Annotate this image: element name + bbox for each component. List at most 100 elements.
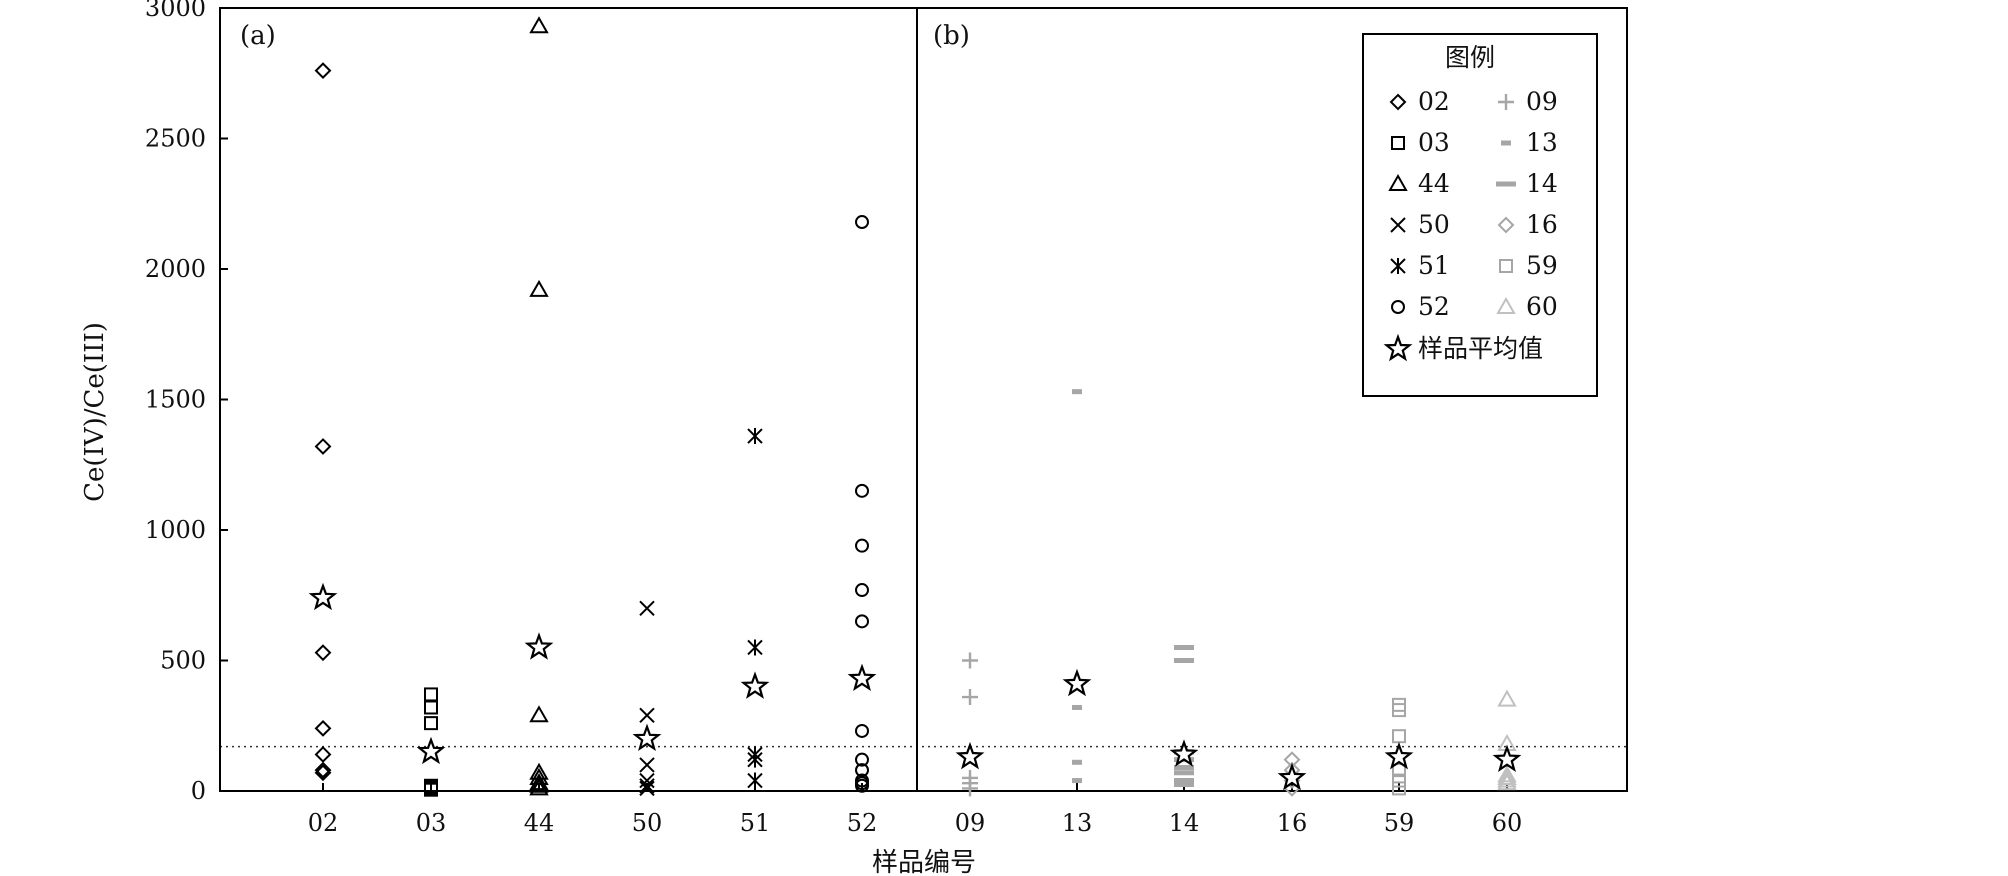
data-point-09 bbox=[962, 780, 978, 797]
x-tick-label: 60 bbox=[1492, 809, 1523, 837]
data-point-50 bbox=[639, 757, 655, 773]
data-point-44 bbox=[529, 767, 549, 785]
legend-items: 02 03 44 50 51 52 样品平均值 09 13 14 16 59 60 bbox=[1383, 87, 1558, 363]
legend-marker bbox=[1388, 173, 1408, 191]
legend-marker bbox=[1499, 259, 1513, 273]
legend-entry-16: 16 bbox=[1497, 210, 1558, 239]
data-point-51 bbox=[747, 772, 763, 789]
data-point-02 bbox=[314, 62, 332, 80]
data-point-44 bbox=[529, 775, 549, 793]
x-tick-label: 09 bbox=[955, 809, 986, 837]
average-point-star bbox=[1492, 744, 1522, 772]
average-point-star bbox=[1062, 668, 1092, 697]
data-point-03 bbox=[424, 687, 438, 702]
data-point-44 bbox=[529, 705, 549, 723]
data-point-50 bbox=[639, 780, 655, 797]
data-point-59 bbox=[1392, 773, 1406, 788]
legend-label: 03 bbox=[1418, 128, 1450, 157]
legend-label: 44 bbox=[1418, 169, 1450, 198]
legend-label: 13 bbox=[1526, 128, 1558, 157]
data-point-51 bbox=[747, 428, 763, 445]
data-point-52 bbox=[855, 763, 869, 778]
data-point-50 bbox=[639, 707, 655, 724]
data-point-44 bbox=[529, 778, 549, 796]
legend-entry-44: 44 bbox=[1388, 169, 1450, 198]
x-tick-label: 52 bbox=[847, 809, 878, 837]
data-point-44 bbox=[529, 773, 549, 791]
data-point-60 bbox=[1497, 765, 1517, 783]
y-tick-label: 0 bbox=[191, 777, 206, 805]
legend-marker bbox=[1498, 94, 1514, 110]
data-point-50 bbox=[639, 600, 655, 617]
data-point-60 bbox=[1497, 689, 1517, 707]
data-point-60 bbox=[1497, 770, 1517, 788]
data-point-09 bbox=[962, 689, 978, 706]
data-points bbox=[308, 16, 1522, 797]
average-point-star bbox=[1384, 741, 1414, 770]
data-point-51 bbox=[747, 751, 763, 768]
data-point-60 bbox=[1497, 767, 1517, 785]
legend-entry-50: 50 bbox=[1390, 210, 1450, 239]
data-point-02 bbox=[314, 644, 332, 662]
legend-marker bbox=[1391, 136, 1405, 150]
legend-marker bbox=[1389, 93, 1407, 111]
data-point-52 bbox=[855, 483, 869, 498]
panel-b-label: (b) bbox=[933, 21, 970, 51]
y-axis-title: Ce(IV)/Ce(III) bbox=[80, 322, 110, 502]
average-point-star bbox=[308, 582, 338, 611]
data-point-50 bbox=[639, 778, 655, 794]
data-point-02 bbox=[314, 438, 332, 455]
data-point-09 bbox=[962, 652, 978, 669]
legend-box bbox=[1362, 33, 1598, 397]
average-point-star bbox=[416, 736, 446, 765]
average-point-star bbox=[955, 741, 985, 770]
legend-label: 60 bbox=[1526, 292, 1558, 321]
data-point-52 bbox=[855, 538, 869, 553]
legend-label: 09 bbox=[1526, 87, 1558, 116]
y-tick-label: 3000 bbox=[145, 0, 206, 22]
data-point-52 bbox=[855, 614, 869, 629]
legend-entry-样品平均值: 样品平均值 bbox=[1383, 333, 1543, 363]
data-point-02 bbox=[314, 761, 332, 779]
legend-entry-59: 59 bbox=[1499, 251, 1558, 280]
data-point-59 bbox=[1392, 703, 1406, 718]
y-tick-label: 1000 bbox=[145, 516, 206, 544]
legend-entry-09: 09 bbox=[1498, 87, 1558, 116]
legend-label: 16 bbox=[1526, 210, 1558, 239]
data-point-60 bbox=[1497, 773, 1517, 791]
data-point-52 bbox=[855, 723, 869, 738]
panel-a-label: (a) bbox=[240, 21, 276, 51]
legend-marker bbox=[1497, 216, 1515, 234]
legend-entry-13: 13 bbox=[1501, 128, 1558, 157]
legend-entry-14: 14 bbox=[1496, 169, 1558, 198]
x-tick-label: 50 bbox=[632, 809, 663, 837]
legend-marker bbox=[1496, 296, 1516, 314]
legend-label: 50 bbox=[1418, 210, 1450, 239]
x-tick-label: 13 bbox=[1062, 809, 1093, 837]
average-point-star bbox=[740, 671, 770, 699]
legend-title: 图例 bbox=[1445, 43, 1495, 72]
x-tick-label: 02 bbox=[308, 809, 339, 837]
data-point-03 bbox=[424, 716, 438, 731]
legend-marker bbox=[1391, 300, 1405, 314]
data-point-44 bbox=[529, 279, 549, 297]
x-tick-label: 03 bbox=[416, 809, 447, 837]
legend-entry-60: 60 bbox=[1496, 292, 1558, 321]
average-point-star bbox=[524, 632, 554, 660]
data-point-59 bbox=[1392, 781, 1406, 796]
x-axis-ticks: 02 03 44 50 51 52 09 13 14 16 59 60 bbox=[308, 783, 1523, 837]
legend-label: 59 bbox=[1526, 251, 1558, 280]
data-point-02 bbox=[314, 719, 332, 737]
data-point-59 bbox=[1392, 729, 1406, 744]
legend: 图例 02 03 44 50 51 52 样品平均值 09 13 14 16 59 60 bbox=[1362, 33, 1598, 397]
legend-label: 样品平均值 bbox=[1418, 334, 1543, 363]
y-tick-label: 1500 bbox=[145, 386, 206, 414]
data-point-50 bbox=[639, 772, 655, 789]
y-tick-label: 2000 bbox=[145, 255, 206, 283]
data-point-51 bbox=[747, 639, 763, 656]
data-point-52 bbox=[855, 778, 869, 793]
data-point-52 bbox=[855, 583, 869, 598]
data-point-52 bbox=[855, 752, 869, 767]
data-point-02 bbox=[314, 764, 332, 782]
average-point-star bbox=[1169, 739, 1199, 767]
